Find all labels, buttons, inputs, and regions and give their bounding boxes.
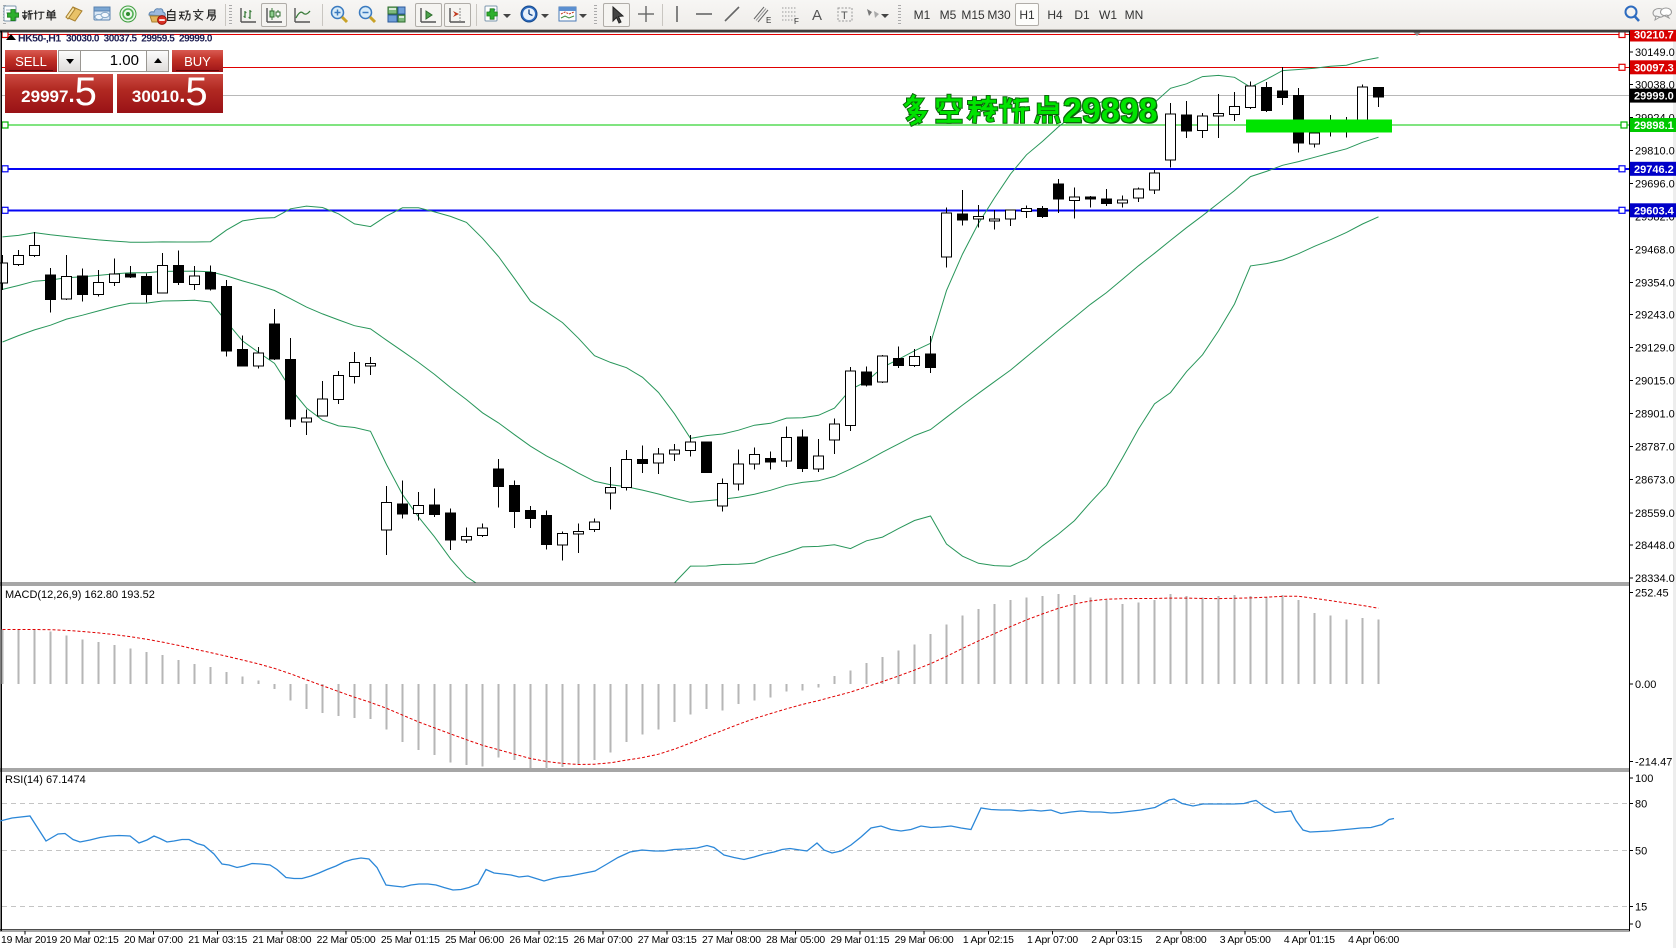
svg-text:26 Mar 02:15: 26 Mar 02:15 [509, 935, 568, 946]
svg-text:29898.1: 29898.1 [1634, 120, 1674, 132]
svg-text:21 Mar 03:15: 21 Mar 03:15 [188, 935, 247, 946]
svg-text:29 Mar 01:15: 29 Mar 01:15 [830, 935, 889, 946]
svg-text:F: F [794, 17, 799, 26]
svg-text:29468.0: 29468.0 [1635, 244, 1675, 256]
svg-text:1 Apr 02:15: 1 Apr 02:15 [963, 935, 1014, 946]
svg-text:21 Mar 08:00: 21 Mar 08:00 [252, 935, 311, 946]
svg-text:29810.0: 29810.0 [1635, 145, 1675, 157]
svg-text:30038.0: 30038.0 [1635, 79, 1675, 91]
svg-text:28673.0: 28673.0 [1635, 475, 1675, 487]
svg-text:20 Mar 07:00: 20 Mar 07:00 [124, 935, 183, 946]
svg-text:RSI(14) 67.1474: RSI(14) 67.1474 [5, 774, 86, 786]
svg-text:T: T [841, 10, 848, 22]
svg-text:30097.3: 30097.3 [1634, 62, 1674, 74]
svg-text:80: 80 [1635, 798, 1647, 810]
svg-text:HK50-,H1: HK50-,H1 [18, 33, 61, 45]
svg-text:20 Mar 02:15: 20 Mar 02:15 [60, 935, 119, 946]
svg-text:30149.0: 30149.0 [1635, 47, 1675, 59]
svg-text:30210.7: 30210.7 [1634, 30, 1674, 42]
svg-text:19 Mar 2019: 19 Mar 2019 [1, 935, 58, 946]
svg-text:25 Mar 01:15: 25 Mar 01:15 [381, 935, 440, 946]
svg-text:22 Mar 05:00: 22 Mar 05:00 [317, 935, 376, 946]
svg-text:29999.0: 29999.0 [1634, 91, 1674, 103]
svg-text:-214.47: -214.47 [1635, 757, 1672, 769]
svg-text:15: 15 [1635, 902, 1647, 914]
svg-text:E: E [766, 16, 771, 25]
svg-text:100: 100 [1635, 773, 1653, 785]
svg-text:27 Mar 03:15: 27 Mar 03:15 [638, 935, 697, 946]
svg-text:28 Mar 05:00: 28 Mar 05:00 [766, 935, 825, 946]
svg-text:29696.0: 29696.0 [1635, 178, 1675, 190]
svg-text:0: 0 [1635, 919, 1641, 931]
svg-text:29746.2: 29746.2 [1634, 164, 1674, 176]
svg-text:28787.0: 28787.0 [1635, 442, 1675, 454]
svg-text:4 Apr 06:00: 4 Apr 06:00 [1348, 935, 1399, 946]
svg-text:4 Apr 01:15: 4 Apr 01:15 [1284, 935, 1335, 946]
svg-text:2 Apr 08:00: 2 Apr 08:00 [1156, 935, 1207, 946]
svg-text:1 Apr 07:00: 1 Apr 07:00 [1027, 935, 1078, 946]
svg-text:3 Apr 05:00: 3 Apr 05:00 [1220, 935, 1271, 946]
svg-text:27 Mar 08:00: 27 Mar 08:00 [702, 935, 761, 946]
svg-text:A: A [812, 7, 822, 24]
svg-text:252.45: 252.45 [1635, 588, 1669, 600]
svg-text:28334.0: 28334.0 [1635, 573, 1675, 585]
svg-text:29 Mar 06:00: 29 Mar 06:00 [895, 935, 954, 946]
svg-text:0.00: 0.00 [1635, 679, 1656, 691]
svg-text:30030.0 30037.5 29959.5 299: 30030.0 30037.5 29959.5 29999.0 [66, 34, 213, 45]
svg-text:29243.0: 29243.0 [1635, 310, 1675, 322]
svg-text:28559.0: 28559.0 [1635, 508, 1675, 520]
svg-text:2 Apr 03:15: 2 Apr 03:15 [1091, 935, 1142, 946]
svg-text:28448.0: 28448.0 [1635, 540, 1675, 552]
svg-text:29015.0: 29015.0 [1635, 376, 1675, 388]
svg-text:29603.4: 29603.4 [1634, 205, 1675, 217]
svg-text:29129.0: 29129.0 [1635, 343, 1675, 355]
svg-text:50: 50 [1635, 845, 1647, 857]
svg-text:25 Mar 06:00: 25 Mar 06:00 [445, 935, 504, 946]
svg-text:28901.0: 28901.0 [1635, 409, 1675, 421]
svg-text:MACD(12,26,9) 162.80 193.52: MACD(12,26,9) 162.80 193.52 [5, 589, 155, 601]
svg-text:26 Mar 07:00: 26 Mar 07:00 [574, 935, 633, 946]
svg-text:29354.0: 29354.0 [1635, 277, 1675, 289]
